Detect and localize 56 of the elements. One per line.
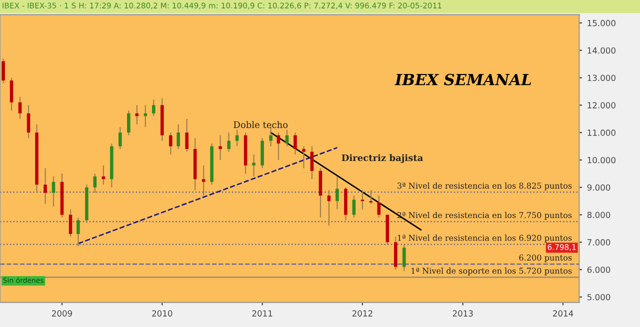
ref-line-label: 2ª Nivel de resistencia en los 7.750 puntos: [397, 212, 572, 220]
candlestick: [235, 129, 239, 147]
candlestick: [327, 190, 331, 226]
candlestick: [152, 99, 156, 117]
candlestick: [336, 176, 339, 210]
candlestick: [76, 216, 80, 247]
candlestick: [127, 110, 130, 136]
candlestick: [352, 195, 356, 218]
y-tick-label: 8.000: [587, 212, 610, 218]
candlestick: [52, 176, 56, 208]
y-tick-label: 10.000: [588, 156, 616, 164]
x-tick-label: 2009: [52, 310, 72, 317]
candlestick: [377, 195, 381, 218]
candlestick: [360, 190, 364, 210]
candlestick: [176, 124, 180, 150]
x-tick-label: 2010: [152, 310, 172, 317]
candlestick: [310, 146, 314, 180]
candlestick: [93, 173, 97, 194]
annotation: Doble techo: [234, 121, 288, 128]
y-tick-label: 14.000: [588, 47, 616, 54]
annotation: Directriz bajista: [342, 154, 423, 164]
candlestick: [369, 190, 373, 204]
y-tick-label: 15.000: [588, 20, 616, 26]
y-tick-label: 7.000: [588, 239, 610, 246]
ref-line-label: 3ª Nivel de resistencia en los 8.825 puntos: [397, 182, 572, 190]
candlestick: [294, 132, 297, 156]
y-tick-label: 11.000: [588, 130, 616, 136]
candlestick: [68, 208, 72, 238]
ref-line-label: 1ª Nivel de resistencia en los 6.920 puntos: [398, 234, 572, 242]
x-tick-label: 2011: [252, 310, 272, 317]
y-tick-label: 5.000: [587, 294, 610, 300]
candlestick: [26, 104, 30, 139]
candlestick: [169, 132, 172, 156]
candlestick: [218, 134, 222, 161]
ref-line-label: 6.200 puntos: [519, 254, 572, 262]
candlestick: [302, 146, 306, 169]
candlestick: [252, 154, 256, 177]
candlestick: [118, 126, 122, 150]
ref-line-label: 1ª Nivel de soporte en los 5.720 puntos: [412, 268, 572, 276]
x-tick-label: 2014: [553, 310, 574, 317]
y-tick-label: 6.000: [587, 266, 610, 273]
y-tick-label: 13.000: [588, 74, 616, 82]
x-tick-label: 2013: [452, 310, 473, 317]
y-tick-label: 12.000: [588, 102, 616, 108]
y-tick-label: 9.000: [587, 184, 610, 191]
candlestick: [269, 126, 272, 147]
text: IBEX SEMANAL: [394, 74, 531, 86]
candlestick: [202, 164, 206, 196]
candlestick: [402, 244, 406, 272]
candlestick: [10, 77, 14, 112]
x-tick-label: 2012: [352, 310, 372, 317]
candlestick: [44, 168, 47, 204]
candlestick: [227, 132, 230, 152]
candlestick: [18, 96, 22, 120]
candlestick: [2, 58, 5, 84]
candlestick: [185, 118, 188, 152]
